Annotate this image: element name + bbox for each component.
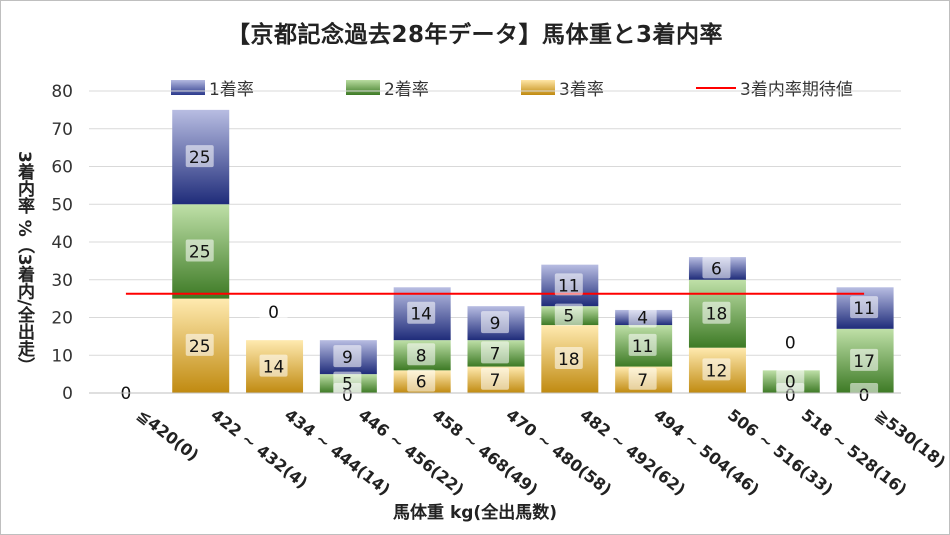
data-label-zero-category: 0	[120, 384, 131, 404]
data-label: 18	[706, 305, 728, 325]
data-label: 17	[853, 352, 875, 372]
y-tick-label: 30	[51, 271, 73, 291]
data-label-bg	[407, 369, 436, 392]
data-label-bg	[702, 358, 731, 381]
data-label: 0	[785, 373, 796, 393]
data-label-bg	[333, 345, 362, 368]
data-label-bg	[407, 301, 436, 324]
data-label: 0	[859, 386, 870, 406]
y-tick-label: 60	[51, 158, 73, 178]
data-label-bg	[185, 145, 214, 168]
data-label: 7	[490, 344, 501, 364]
data-label: 6	[416, 373, 427, 393]
data-label-bg	[850, 348, 879, 371]
data-label-bg	[702, 301, 731, 324]
legend-label-expected: 3着内率期待値	[740, 80, 853, 100]
data-label: 8	[416, 346, 427, 366]
chart-title: 【京都記念過去28年データ】馬体重と3着内率	[226, 22, 723, 48]
data-label-bg	[481, 311, 509, 334]
data-label-bg	[259, 300, 288, 323]
y-tick-label: 70	[51, 120, 73, 140]
data-label-bg	[776, 369, 805, 392]
data-label-bg	[481, 341, 509, 364]
x-axis-label: 馬体重 kg(全出馬数)	[393, 503, 557, 523]
data-label-bg	[185, 333, 214, 356]
data-label-bg	[850, 296, 879, 319]
data-label: 0	[342, 386, 353, 406]
y-tick-label: 40	[51, 233, 73, 253]
legend-label-2nd: 2着率	[384, 80, 429, 100]
data-label: 0	[785, 386, 796, 406]
data-label: 0	[785, 333, 796, 353]
legend-label-1st: 1着率	[209, 80, 254, 100]
data-label-bg	[702, 256, 731, 279]
data-label-bg	[333, 371, 362, 394]
data-label: 5	[563, 307, 574, 327]
data-label-bg	[554, 303, 583, 326]
data-label-bg	[554, 273, 583, 296]
data-label: 25	[189, 337, 211, 357]
data-label-bg	[554, 347, 583, 370]
data-label: 14	[410, 305, 432, 325]
data-label-bg	[259, 354, 288, 377]
data-label: 18	[558, 350, 580, 370]
data-label-bg	[407, 343, 436, 366]
y-tick-label: 20	[51, 309, 73, 329]
y-tick-label: 10	[51, 346, 73, 366]
legend-line-expected	[696, 86, 736, 89]
y-tick-label: 50	[51, 195, 73, 215]
legend-item-expected: 3着内率期待値	[696, 75, 853, 100]
y-tick-label: 80	[51, 82, 73, 102]
legend-label-3rd: 3着率	[559, 80, 604, 100]
data-label: 7	[490, 371, 501, 391]
data-label: 11	[558, 276, 580, 296]
data-label: 9	[342, 348, 353, 368]
data-label: 4	[637, 309, 648, 329]
x-tick-label: ≦420(0)	[133, 405, 202, 465]
data-label-bg	[185, 239, 214, 262]
data-label: 25	[189, 242, 211, 262]
data-label-bg	[481, 367, 509, 390]
data-label: 9	[490, 314, 501, 334]
data-label-bg	[850, 383, 879, 405]
data-label: 11	[632, 337, 654, 357]
data-label: 7	[637, 371, 648, 391]
data-label-bg	[776, 330, 805, 353]
data-label: 0	[268, 303, 279, 323]
data-label: 12	[706, 361, 728, 381]
y-tick-label: 0	[62, 384, 73, 404]
data-label-bg	[628, 333, 657, 356]
data-label: 25	[189, 148, 211, 168]
data-label-bg	[628, 305, 657, 328]
data-label: 6	[711, 259, 722, 279]
data-label: 14	[263, 358, 285, 378]
data-label: 5	[342, 375, 353, 395]
y-axis-label: 3着内率 %（3着内/全出走）	[14, 151, 34, 374]
data-label: 11	[853, 299, 875, 319]
data-label-bg	[628, 367, 657, 390]
